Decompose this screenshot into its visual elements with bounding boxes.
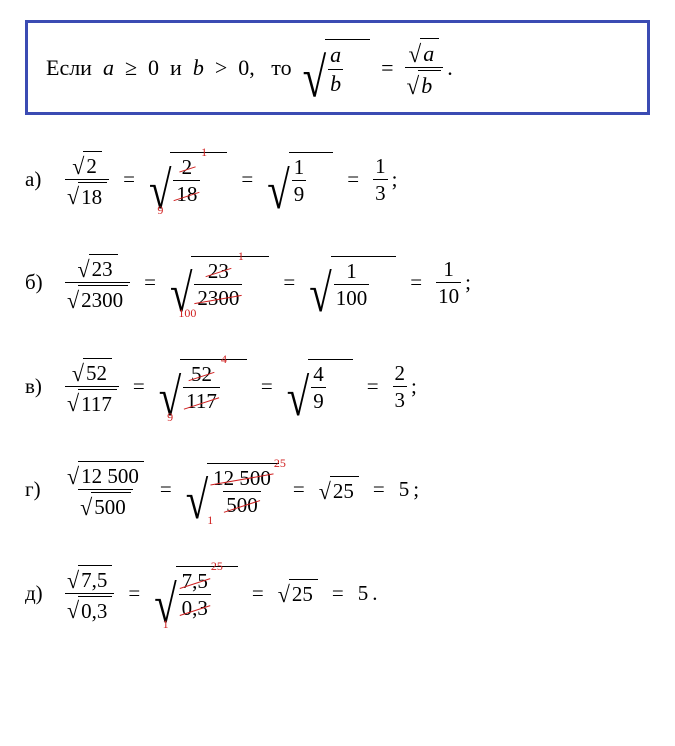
sqrt-icon: √25	[278, 579, 318, 607]
semicolon: ;	[392, 167, 398, 192]
var-a: a	[103, 55, 114, 81]
sqrt-icon: √ a	[409, 38, 440, 66]
eq-sign: =	[373, 477, 385, 502]
var-b: b	[193, 55, 204, 81]
eq-sign: =	[241, 167, 253, 192]
sqrt-icon: √ 21 189	[149, 152, 227, 206]
zero: 0	[238, 55, 249, 81]
result-fraction: 23	[393, 361, 408, 412]
text: то	[271, 55, 291, 81]
example-row-d: г) √12 500 √500 = √ 12 50025 5001 = √25 …	[25, 461, 650, 520]
item-label: г)	[25, 477, 65, 502]
example-row-b: б) √23 √2300 = √ 231 2300100 = √ 1100 = …	[25, 254, 650, 313]
result-value: 5	[399, 477, 410, 502]
eq-sign: =	[252, 581, 264, 606]
example-row-a: а) √2 √18 = √ 21 189 = √ 19 = 13 ;	[25, 150, 650, 209]
fraction: a b	[328, 42, 343, 96]
cancelled-num: 2300100	[196, 286, 240, 310]
sqrt-icon: √ b	[407, 70, 442, 98]
semicolon: ;	[465, 270, 471, 295]
sqrt-icon: √ 49	[287, 359, 353, 413]
gt-sign: >	[215, 55, 227, 81]
eq-sign: =	[381, 55, 393, 81]
eq-sign: =	[283, 270, 295, 295]
result-fraction: 13	[373, 154, 388, 205]
fraction: √52 √117	[65, 357, 119, 416]
sqrt-icon: √ 231 2300100	[170, 256, 269, 310]
fraction: √ a √ b	[405, 37, 444, 98]
ge-sign: ≥	[125, 55, 137, 81]
item-label: а)	[25, 167, 65, 192]
item-label: б)	[25, 270, 65, 295]
example-row-c: в) √52 √117 = √ 524 1179 = √ 49 = 23 ;	[25, 357, 650, 416]
sqrt-icon: √ 19	[267, 152, 333, 206]
eq-sign: =	[410, 270, 422, 295]
eq-sign: =	[128, 581, 140, 606]
cancelled-num: 21	[181, 155, 194, 179]
sqrt-icon: √ a b	[303, 39, 371, 96]
sqrt-icon: √ 12 50025 5001	[186, 463, 279, 517]
theorem-box: Если a ≥ 0 и b > 0, то √ a b =	[25, 20, 650, 115]
fraction: √23 √2300	[65, 254, 130, 313]
sqrt-icon: √ 1100	[309, 256, 396, 310]
eq-sign: =	[123, 167, 135, 192]
example-row-e: д) √7,5 √0,3 = √ 7,525 0,31 = √25 = 5 .	[25, 564, 650, 623]
fraction: √2 √18	[65, 150, 109, 209]
text: и	[170, 55, 182, 81]
eq-sign: =	[347, 167, 359, 192]
cancelled-num: 231	[207, 259, 230, 283]
sqrt-icon: √25	[319, 476, 359, 504]
zero: 0	[148, 55, 159, 81]
eq-sign: =	[293, 477, 305, 502]
result-value: 5	[358, 581, 369, 606]
cancelled-num: 0,31	[181, 596, 209, 620]
period: .	[372, 581, 377, 606]
result-fraction: 110	[436, 257, 461, 308]
period: .	[447, 55, 453, 81]
semicolon: ;	[411, 374, 417, 399]
eq-sign: =	[332, 581, 344, 606]
eq-sign: =	[160, 477, 172, 502]
cancelled-num: 524	[190, 362, 213, 386]
cancelled-num: 189	[175, 182, 198, 206]
eq-sign: =	[133, 374, 145, 399]
text: Если	[46, 55, 92, 81]
item-label: в)	[25, 374, 65, 399]
cancelled-num: 7,525	[181, 569, 209, 593]
fraction: √12 500 √500	[65, 461, 146, 520]
cancelled-num: 1179	[185, 389, 218, 413]
sqrt-icon: √ 524 1179	[159, 359, 247, 413]
fraction: √7,5 √0,3	[65, 564, 114, 623]
item-label: д)	[25, 581, 65, 606]
semicolon: ;	[413, 477, 419, 502]
cancelled-num: 12 50025	[212, 466, 272, 490]
eq-sign: =	[367, 374, 379, 399]
eq-sign: =	[261, 374, 273, 399]
eq-sign: =	[144, 270, 156, 295]
cancelled-num: 5001	[225, 493, 259, 517]
sqrt-icon: √ 7,525 0,31	[154, 566, 238, 620]
